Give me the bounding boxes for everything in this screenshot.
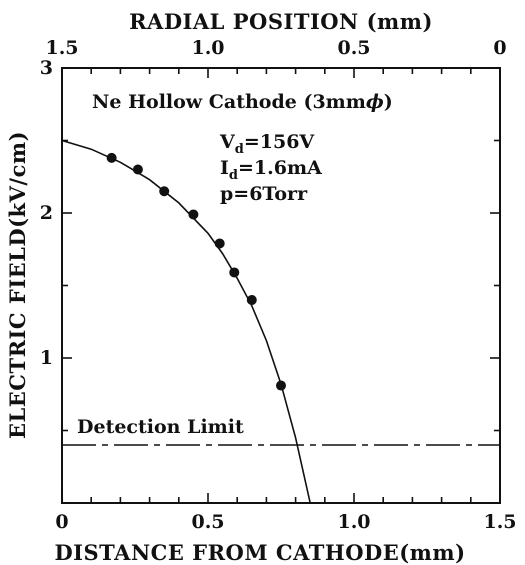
- y-axis-title: ELECTRIC FIELD(kV/cm): [5, 131, 30, 439]
- data-point: [229, 267, 240, 278]
- data-point: [276, 380, 286, 391]
- data-point: [132, 164, 143, 175]
- x2-tick-label: 1.0: [191, 37, 224, 59]
- annotation-pressure: p=6Torr: [220, 183, 308, 205]
- annotation-id-prefix: I: [220, 157, 229, 179]
- data-point: [106, 152, 117, 163]
- points-layer: [106, 152, 286, 391]
- annotation-title: Ne Hollow Cathode (3mmϕ): [92, 91, 393, 113]
- detection-limit-label: Detection Limit: [77, 416, 244, 438]
- bottom-axis-title: DISTANCE FROM CATHODE(mm): [54, 540, 465, 565]
- x-tick-label: 1.5: [483, 511, 516, 533]
- data-point: [246, 295, 257, 305]
- annotation-title-symbol: ϕ: [366, 91, 384, 113]
- data-point: [214, 238, 225, 249]
- x-tick-label: 0: [55, 511, 68, 533]
- y-tick-label: 2: [40, 202, 53, 224]
- x-tick-label: 0.5: [191, 511, 224, 533]
- y-tick-label: 3: [40, 57, 53, 79]
- annotation-id: Id=1.6mA: [220, 157, 322, 183]
- annotation-id-value: =1.6mA: [238, 157, 322, 179]
- data-point: [159, 186, 170, 197]
- x-tick-label: 1.0: [337, 511, 370, 533]
- x2-tick-label: 0.5: [337, 37, 370, 59]
- ticks-layer: [61, 67, 501, 504]
- annotation-vd-sub: d: [235, 142, 244, 157]
- annotation-vd-prefix: V: [219, 131, 236, 153]
- annotation-title-close: ): [384, 91, 393, 113]
- y-tick-label: 1: [40, 347, 53, 369]
- annotation-id-sub: d: [229, 168, 238, 183]
- top-axis-title: RADIAL POSITION (mm): [129, 9, 433, 34]
- tick-labels-layer: 0 0.5 1.0 1.5 1.5 1.0 0.5 0 1 2 3: [40, 37, 517, 533]
- x2-tick-label: 1.5: [45, 37, 78, 59]
- annotation-vd: Vd=156V: [219, 131, 315, 157]
- annotation-vd-value: =156V: [244, 131, 316, 153]
- data-point: [188, 209, 199, 220]
- annotation-title-text: Ne Hollow Cathode (3mm: [92, 91, 366, 113]
- x2-tick-label: 0: [493, 37, 506, 59]
